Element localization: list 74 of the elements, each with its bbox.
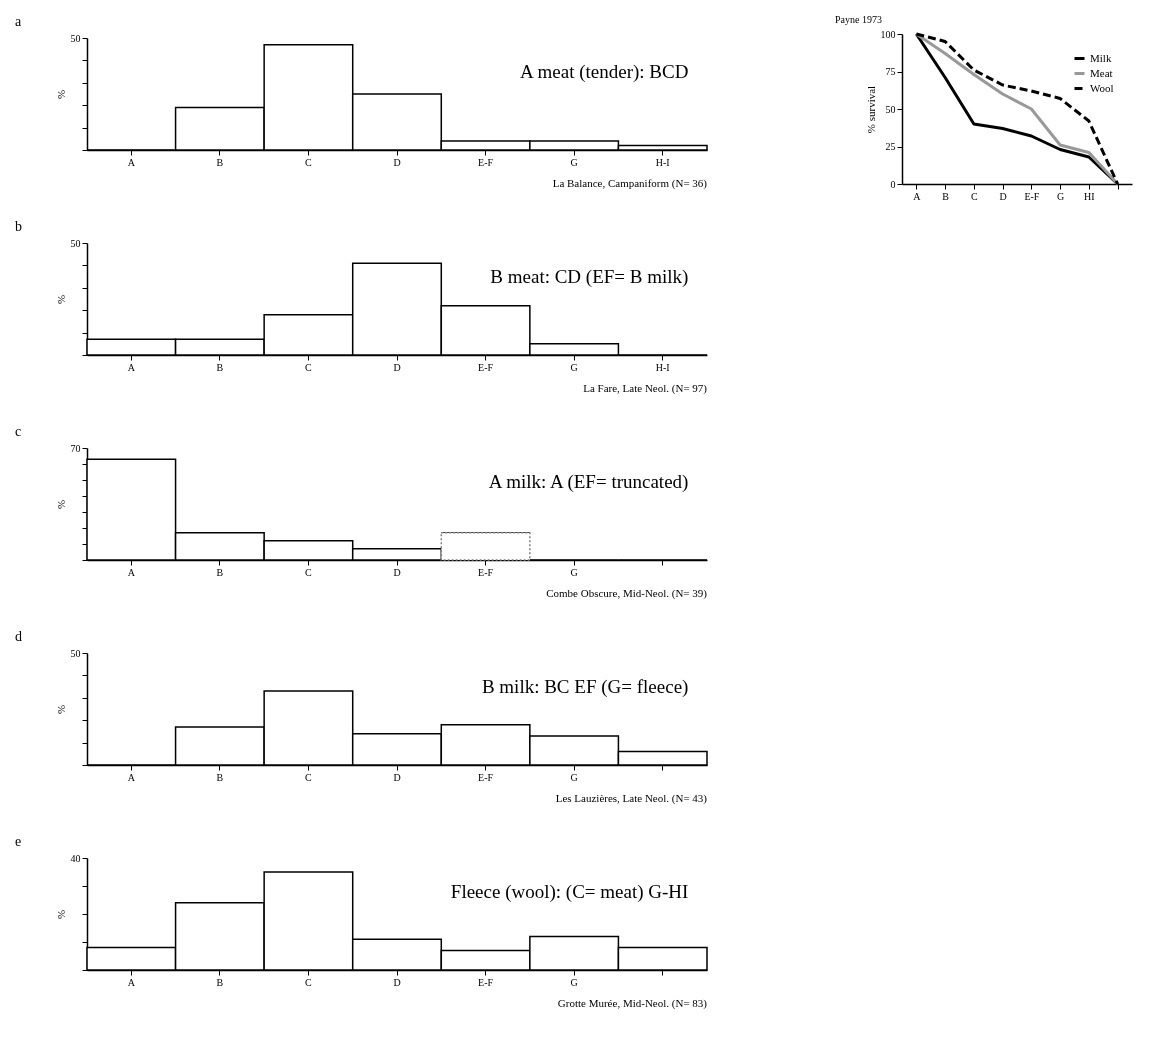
y-tick-label: 50 (885, 103, 896, 115)
x-tick-label: G (570, 976, 578, 988)
x-tick-label: A (127, 156, 136, 168)
x-tick-label: D (393, 156, 401, 168)
chart-title: a (15, 14, 22, 29)
x-tick-label: D (393, 566, 401, 578)
y-tick-label: 50 (70, 32, 81, 44)
x-tick-label: G (570, 566, 578, 578)
y-tick-label: 100 (880, 28, 896, 40)
text: Grotte Murée, Mid-Neol. (N= 83) (557, 997, 708, 1010)
y-tick-label: 0 (890, 178, 896, 190)
x-tick-label: E-F (478, 976, 494, 988)
text: La Fare, Late Neol. (N= 97) (583, 382, 708, 395)
x-tick-label: G (1057, 190, 1065, 202)
legend-label: Milk (1090, 51, 1112, 64)
x-tick-label: E-F (478, 361, 494, 373)
x-tick-label: E-F (1024, 190, 1040, 202)
y-axis-title: % (54, 704, 67, 715)
x-tick-label: C (305, 566, 313, 578)
x-tick-label: A (127, 771, 136, 783)
x-tick-label: G (570, 361, 578, 373)
x-tick-label: B (216, 976, 224, 988)
x-tick-label: A (127, 361, 136, 373)
x-tick-label: A (913, 190, 922, 202)
x-tick-label: D (393, 771, 401, 783)
y-axis-title: % (54, 499, 67, 510)
annotation: B milk: BC EF (G= fleece) (481, 675, 689, 698)
x-tick-label: A (127, 566, 136, 578)
x-tick-label: G (570, 771, 578, 783)
y-tick-label: 70 (70, 442, 81, 454)
x-tick-label: C (305, 156, 313, 168)
x-tick-label: D (999, 190, 1007, 202)
x-tick-label: A (127, 976, 136, 988)
x-tick-label: E-F (478, 771, 494, 783)
chart-title: c (15, 424, 22, 439)
chart-title: d (15, 629, 22, 644)
y-axis-title: % (54, 89, 67, 100)
y-tick-label: 40 (70, 852, 81, 864)
chart-title: e (15, 834, 22, 849)
x-tick-label: H-I (655, 156, 670, 168)
annotation: B meat: CD (EF= B milk) (490, 265, 689, 288)
x-tick-label: G (570, 156, 578, 168)
x-tick-label: C (305, 976, 313, 988)
legend-label: Meat (1090, 66, 1113, 79)
x-tick-label: C (305, 771, 313, 783)
y-tick-label: 25 (885, 141, 896, 152)
x-tick-label: C (971, 190, 979, 202)
annotation: Fleece (wool): (C= meat) G-HI (450, 880, 689, 903)
x-tick-label: H-I (655, 361, 670, 373)
y-tick-label: 50 (70, 237, 81, 249)
x-tick-label: E-F (478, 566, 494, 578)
x-tick-label: D (393, 976, 401, 988)
x-tick-label: C (305, 361, 313, 373)
x-tick-label: B (216, 566, 224, 578)
x-tick-label: B (216, 771, 224, 783)
chart-title: Payne 1973 (835, 14, 882, 25)
x-tick-label: B (216, 361, 224, 373)
x-tick-label: HI (1084, 190, 1095, 202)
y-axis-title: % survival (864, 85, 877, 134)
y-axis-title: % (54, 909, 67, 920)
annotation: A milk: A (EF= truncated) (488, 470, 689, 493)
chart-title: b (15, 219, 22, 234)
x-tick-label: B (942, 190, 950, 202)
text: Combe Obscure, Mid-Neol. (N= 39) (546, 587, 708, 600)
y-axis-title: % (54, 294, 67, 305)
x-tick-label: B (216, 156, 224, 168)
y-tick-label: 75 (885, 66, 896, 77)
x-tick-label: D (393, 361, 401, 373)
text: Les Lauzières, Late Neol. (N= 43) (555, 792, 708, 805)
x-tick-label: E-F (478, 156, 494, 168)
legend-label: Wool (1090, 81, 1114, 94)
annotation: A meat (tender): BCD (520, 60, 689, 83)
y-tick-label: 50 (70, 647, 81, 659)
text: La Balance, Campaniform (N= 36) (552, 177, 708, 190)
